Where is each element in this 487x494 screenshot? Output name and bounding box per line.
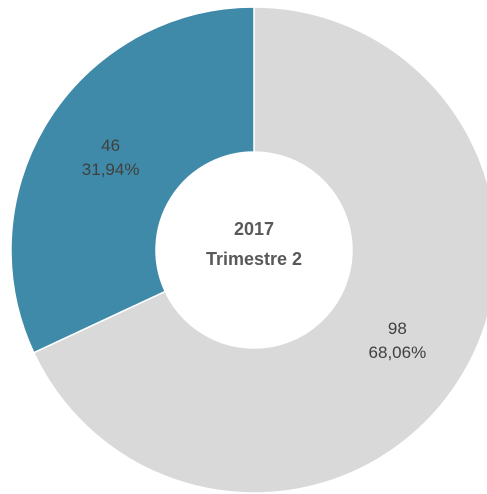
slice (10, 6, 255, 354)
data-label: 68,06% (369, 343, 427, 362)
center-label: Trimestre 2 (206, 249, 302, 269)
data-label: 46 (101, 136, 120, 155)
center-label: 2017 (234, 219, 274, 239)
data-label: 98 (388, 319, 407, 338)
data-label: 31,94% (82, 160, 140, 179)
slice (32, 6, 487, 494)
